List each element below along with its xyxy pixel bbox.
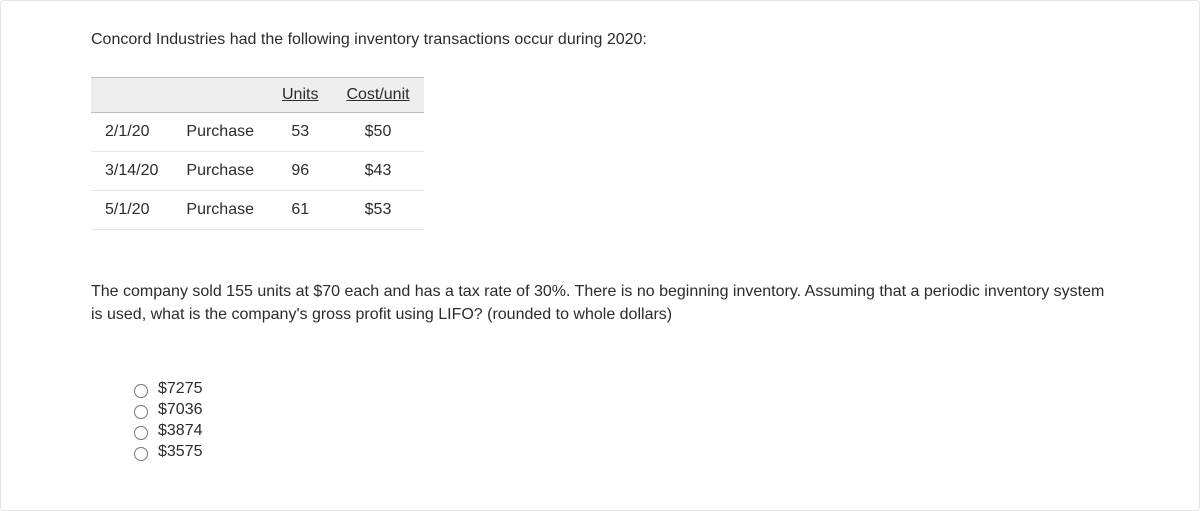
cell-cost: $50	[332, 113, 423, 152]
cell-date: 5/1/20	[91, 191, 172, 230]
table-row: 2/1/20 Purchase 53 $50	[91, 113, 424, 152]
cell-type: Purchase	[172, 191, 268, 230]
option-label: $3874	[158, 422, 203, 440]
header-blank-type	[172, 78, 268, 113]
table-row: 3/14/20 Purchase 96 $43	[91, 152, 424, 191]
intro-text: Concord Industries had the following inv…	[91, 31, 1109, 49]
question-page: Concord Industries had the following inv…	[0, 0, 1200, 511]
cell-units: 61	[268, 191, 332, 230]
option-label: $3575	[158, 443, 203, 461]
inventory-table: Units Cost/unit 2/1/20 Purchase 53 $50 3…	[91, 77, 424, 230]
cell-date: 2/1/20	[91, 113, 172, 152]
option-radio[interactable]	[134, 447, 148, 461]
option-radio[interactable]	[134, 384, 148, 398]
option-row[interactable]: $7275	[129, 380, 1109, 398]
answer-options: $7275 $7036 $3874 $3575	[91, 380, 1109, 461]
option-row[interactable]: $3575	[129, 443, 1109, 461]
table-row: 5/1/20 Purchase 61 $53	[91, 191, 424, 230]
option-label: $7036	[158, 401, 203, 419]
cell-type: Purchase	[172, 113, 268, 152]
question-text: The company sold 155 units at $70 each a…	[91, 280, 1109, 326]
option-label: $7275	[158, 380, 203, 398]
option-row[interactable]: $3874	[129, 422, 1109, 440]
cell-date: 3/14/20	[91, 152, 172, 191]
cell-units: 96	[268, 152, 332, 191]
option-radio[interactable]	[134, 405, 148, 419]
cell-cost: $43	[332, 152, 423, 191]
header-units: Units	[268, 78, 332, 113]
table-header-row: Units Cost/unit	[91, 78, 424, 113]
header-blank-date	[91, 78, 172, 113]
header-cost: Cost/unit	[332, 78, 423, 113]
cell-units: 53	[268, 113, 332, 152]
option-radio[interactable]	[134, 426, 148, 440]
cell-type: Purchase	[172, 152, 268, 191]
option-row[interactable]: $7036	[129, 401, 1109, 419]
cell-cost: $53	[332, 191, 423, 230]
